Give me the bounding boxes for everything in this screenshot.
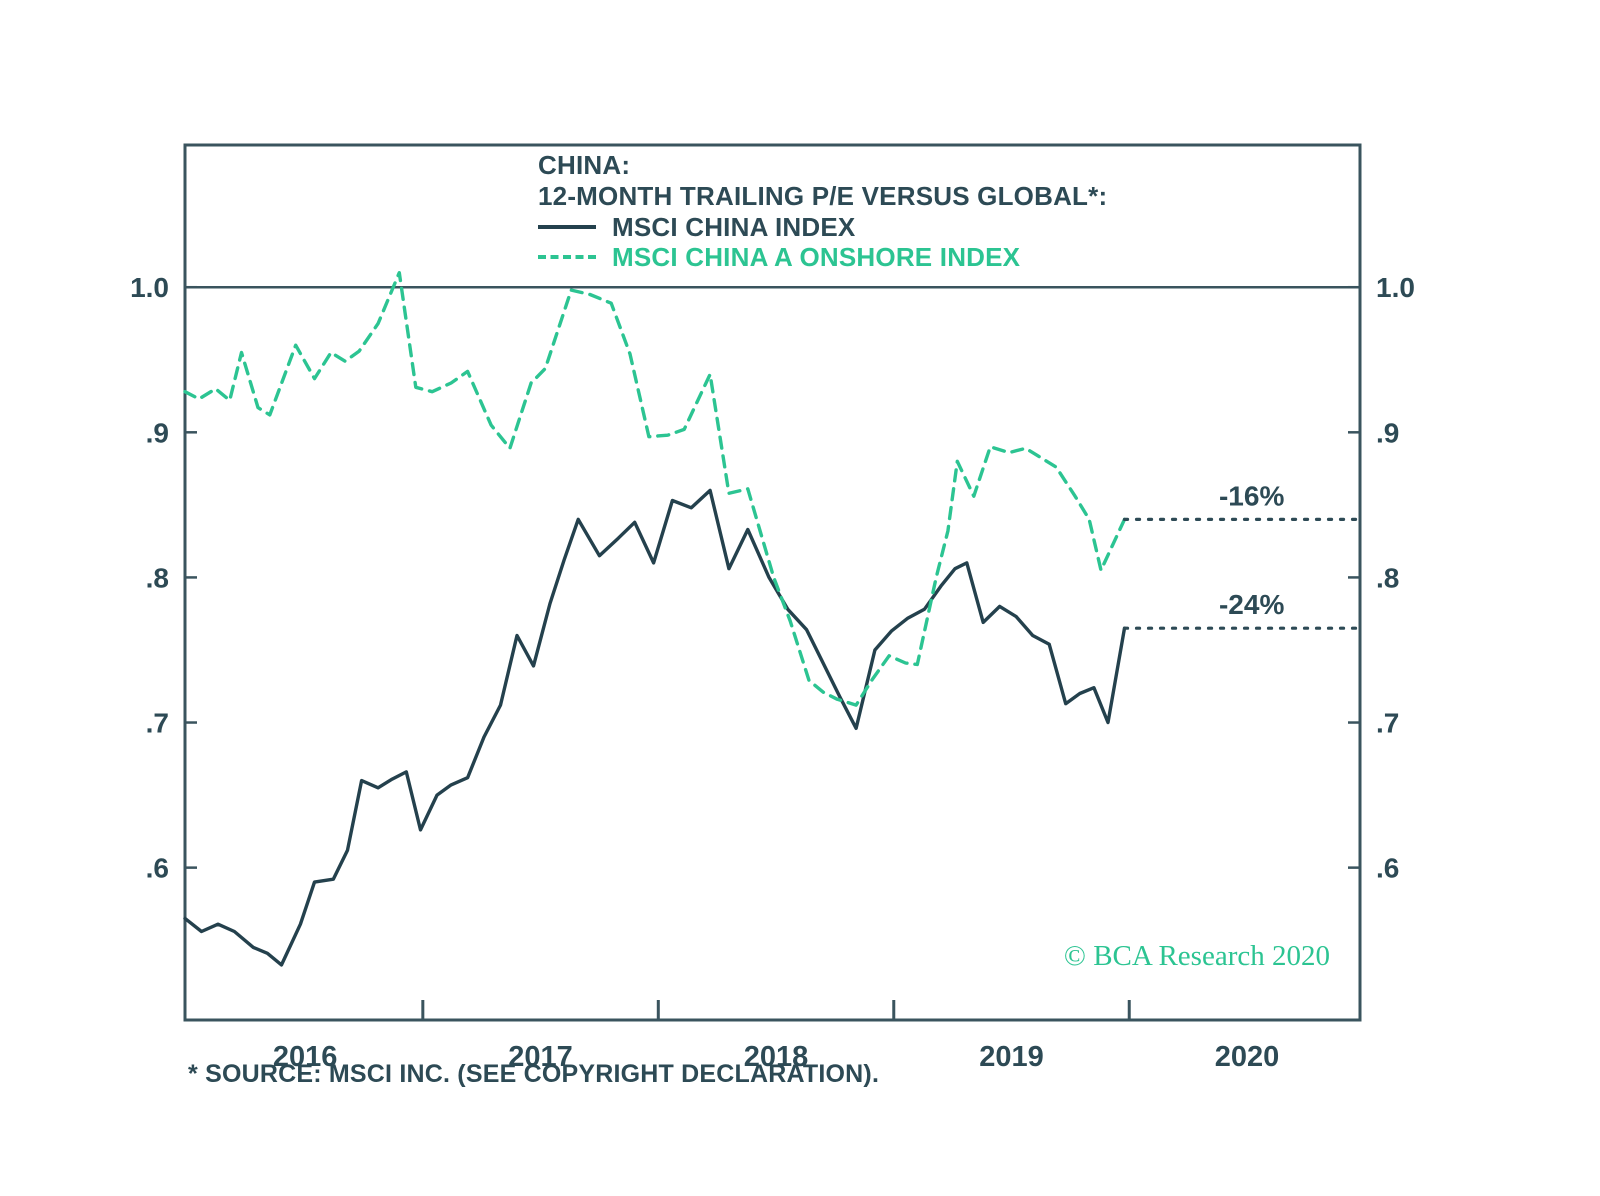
y-axis-label-right: .6 [1376, 853, 1399, 884]
chart-title: CHINA: [538, 150, 631, 180]
chart-subtitle: 12-MONTH TRAILING P/E VERSUS GLOBAL*: [538, 181, 1108, 211]
annotation-label: -16% [1219, 480, 1284, 511]
y-axis-label-right: .7 [1376, 708, 1399, 739]
copyright-notice: © BCA Research 2020 [1063, 940, 1330, 972]
annotation-label: -24% [1219, 589, 1284, 620]
series-line-solid [183, 488, 1127, 967]
y-axis-label-left: .6 [146, 853, 169, 884]
series-line-dashed [183, 271, 1127, 707]
x-axis-label: 2017 [508, 1041, 573, 1073]
legend-label-msci-china-a-onshore-index: MSCI CHINA A ONSHORE INDEX [612, 241, 1021, 272]
legend-item-msci-china-index: MSCI CHINA INDEX [538, 212, 1107, 242]
x-axis-label: 2018 [744, 1041, 809, 1073]
y-axis-label-left: .9 [146, 417, 169, 448]
y-axis-label-right: .8 [1376, 562, 1399, 593]
chart-title-block: CHINA: 12-MONTH TRAILING P/E VERSUS GLOB… [538, 150, 1107, 272]
y-axis-label-right: .9 [1376, 417, 1399, 448]
legend-dashed-line-swatch [538, 255, 596, 259]
y-axis-label-left: .7 [146, 708, 169, 739]
y-axis-label-left: .8 [146, 562, 169, 593]
y-axis-label-left: 1.0 [130, 272, 169, 303]
x-axis-label: 2019 [979, 1041, 1044, 1073]
x-axis-label: 2016 [273, 1041, 338, 1073]
legend-label-msci-china-index: MSCI CHINA INDEX [612, 211, 856, 242]
legend-solid-line-swatch [538, 225, 596, 229]
x-axis-label: 2020 [1215, 1041, 1280, 1073]
source-footnote: * SOURCE: MSCI INC. (SEE COPYRIGHT DECLA… [188, 1060, 880, 1088]
plot-frame [183, 143, 1362, 1022]
legend-item-msci-china-a-onshore-index: MSCI CHINA A ONSHORE INDEX [538, 242, 1107, 272]
y-axis-label-right: 1.0 [1376, 272, 1415, 303]
